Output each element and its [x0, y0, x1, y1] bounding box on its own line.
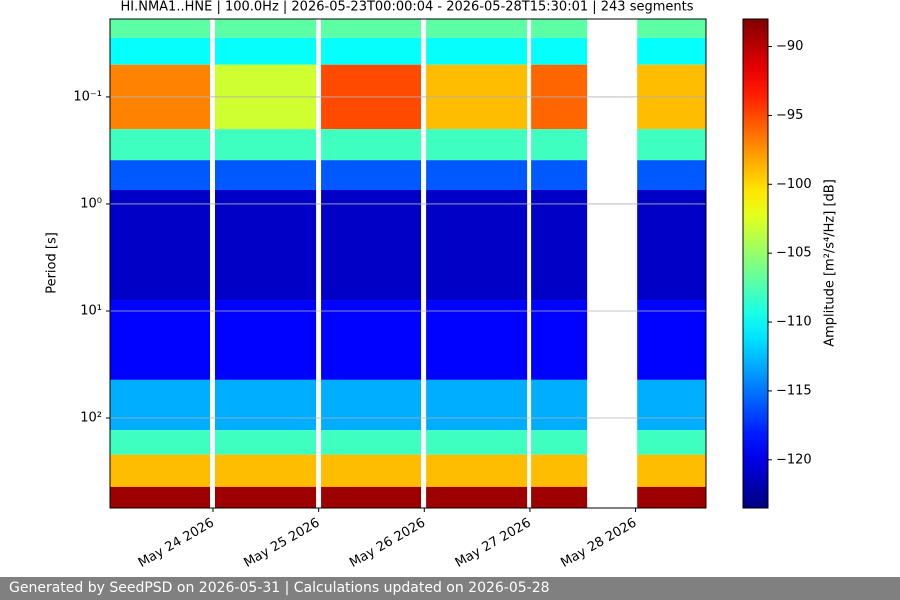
spectrogram-cell	[214, 454, 317, 487]
chart-title: HI.NMA1..HNE | 100.0Hz | 2026-05-23T00:0…	[120, 0, 693, 15]
colorbar-tick-label: −110	[776, 315, 812, 330]
spectrogram-cell	[637, 37, 706, 65]
spectrogram-cell	[426, 37, 528, 65]
spectrogram-cell	[214, 37, 317, 65]
spectrogram-cell	[110, 300, 210, 380]
spectrogram-cell	[637, 486, 706, 508]
colorbar-tick-label: −120	[776, 452, 812, 467]
y-tick-label: 10¹	[80, 303, 102, 318]
spectrogram-cell	[531, 430, 588, 455]
spectrogram-cell	[214, 379, 317, 431]
spectrogram-cell	[321, 37, 422, 65]
spectrogram-cell	[321, 454, 422, 487]
x-tick-label: May 24 2026	[136, 516, 217, 571]
spectrogram-cell	[637, 430, 706, 455]
spectrogram-cell	[637, 300, 706, 380]
x-tick-label: May 27 2026	[453, 516, 534, 571]
spectrogram-cell	[321, 160, 422, 190]
spectrogram-cell	[426, 19, 528, 38]
spectrogram-cell	[531, 300, 588, 380]
spectrogram-cell	[426, 300, 528, 380]
spectrogram-cell	[426, 160, 528, 190]
spectrogram-cell	[321, 430, 422, 455]
y-tick-label: 10²	[80, 411, 102, 426]
spectrogram-cell	[426, 486, 528, 508]
spectrogram-cell	[321, 129, 422, 161]
y-tick-label: 10⁻¹	[73, 89, 102, 104]
spectrogram-cell	[110, 430, 210, 455]
spectrogram-cell	[426, 454, 528, 487]
x-tick-label: May 28 2026	[558, 516, 639, 571]
y-tick-label: 10⁰	[80, 196, 102, 211]
spectrogram-cell	[214, 486, 317, 508]
spectrogram-cell	[531, 189, 588, 301]
spectrogram-cell	[637, 160, 706, 190]
colorbar-tick-label: −115	[776, 383, 812, 398]
spectrogram-cell	[214, 19, 317, 38]
spectrogram-cell	[214, 189, 317, 301]
spectrogram-cell	[214, 160, 317, 190]
y-axis-label: Period [s]	[45, 232, 60, 294]
colorbar	[742, 18, 769, 509]
spectrogram-cell	[531, 160, 588, 190]
spectrogram-cell	[531, 454, 588, 487]
spectrogram-cell	[637, 454, 706, 487]
x-tick-label: May 25 2026	[241, 516, 322, 571]
spectrogram-cell	[637, 379, 706, 431]
spectrogram-cell	[110, 129, 210, 161]
spectrogram-cell	[110, 379, 210, 431]
chart: HI.NMA1..HNE | 100.0Hz | 2026-05-23T00:0…	[45, 0, 838, 571]
colorbar-tick-label: −100	[776, 177, 812, 192]
spectrogram-cell	[321, 300, 422, 380]
footer: Generated by SeedPSD on 2026-05-31 | Cal…	[0, 577, 900, 600]
colorbar-label: Amplitude [m²/s⁴/Hz] [dB]	[823, 179, 838, 347]
x-tick-label: May 26 2026	[347, 516, 428, 571]
spectrogram-cell	[426, 379, 528, 431]
spectrogram-cell	[531, 379, 588, 431]
spectrogram-cell	[531, 486, 588, 508]
spectrogram-cell	[321, 486, 422, 508]
spectrogram-cell	[531, 19, 588, 38]
spectrogram-cell	[214, 129, 317, 161]
spectrogram-cell	[321, 379, 422, 431]
spectrogram-cell	[321, 189, 422, 301]
spectrogram-cell	[531, 129, 588, 161]
plot-frame	[109, 18, 707, 509]
spectrogram-cell	[110, 37, 210, 65]
spectrogram-cell	[426, 430, 528, 455]
spectrogram-cell	[110, 19, 210, 38]
spectrogram-cell	[531, 37, 588, 65]
spectrogram-cell	[110, 454, 210, 487]
spectrogram-cell	[637, 189, 706, 301]
spectrogram-cell	[426, 189, 528, 301]
spectrogram-cell	[637, 129, 706, 161]
spectrogram-cell	[214, 430, 317, 455]
spectrogram-cell	[110, 189, 210, 301]
colorbar-tick-label: −90	[776, 39, 803, 54]
colorbar-tick-label: −105	[776, 246, 812, 261]
colorbar-tick-label: −95	[776, 108, 803, 123]
spectrogram-cell	[321, 19, 422, 38]
spectrogram-cell	[110, 160, 210, 190]
spectrogram-cell	[637, 19, 706, 38]
spectrogram-cell	[214, 300, 317, 380]
spectrogram-cell	[110, 486, 210, 508]
spectrogram-cell	[426, 129, 528, 161]
